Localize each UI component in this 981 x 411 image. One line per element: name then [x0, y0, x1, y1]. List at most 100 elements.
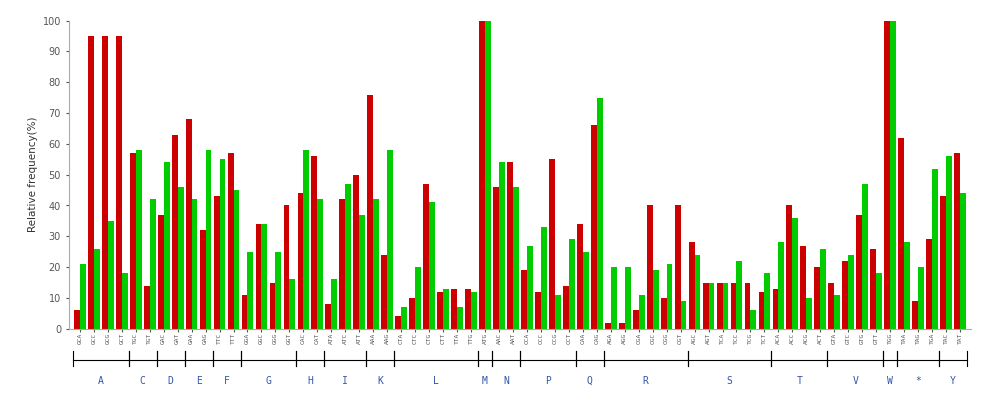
Bar — [555, 295, 561, 329]
Bar — [639, 295, 645, 329]
Bar — [521, 270, 527, 329]
Text: E: E — [195, 376, 201, 386]
Bar — [695, 255, 700, 329]
Text: R: R — [643, 376, 648, 386]
Text: C: C — [139, 376, 145, 386]
Bar — [214, 196, 220, 329]
Bar — [135, 150, 141, 329]
Bar — [619, 323, 625, 329]
Bar — [507, 162, 513, 329]
Bar — [918, 267, 924, 329]
Bar — [395, 316, 401, 329]
Bar — [806, 298, 812, 329]
Bar — [409, 298, 415, 329]
Bar — [778, 242, 784, 329]
Bar — [750, 310, 756, 329]
Bar — [646, 206, 652, 329]
Bar — [262, 224, 268, 329]
Bar — [912, 301, 918, 329]
Bar — [834, 295, 840, 329]
Bar — [708, 283, 714, 329]
Bar — [493, 187, 499, 329]
Bar — [297, 193, 303, 329]
Bar — [549, 159, 555, 329]
Bar — [926, 239, 932, 329]
Bar — [577, 224, 583, 329]
Bar — [681, 301, 687, 329]
Bar — [787, 206, 793, 329]
Bar — [88, 36, 94, 329]
Bar — [814, 267, 820, 329]
Bar — [862, 184, 868, 329]
Bar — [870, 249, 876, 329]
Bar — [116, 36, 122, 329]
Bar — [563, 286, 569, 329]
Text: Y: Y — [950, 376, 955, 386]
Bar — [513, 187, 519, 329]
Bar — [904, 242, 910, 329]
Bar — [605, 323, 611, 329]
Text: L: L — [434, 376, 439, 386]
Bar — [74, 310, 79, 329]
Bar — [451, 289, 457, 329]
Bar — [79, 264, 85, 329]
Text: A: A — [98, 376, 104, 386]
Bar — [382, 255, 387, 329]
Bar — [499, 162, 505, 329]
Bar — [345, 184, 351, 329]
Bar — [102, 36, 108, 329]
Text: G: G — [266, 376, 272, 386]
Text: H: H — [307, 376, 313, 386]
Bar — [625, 267, 631, 329]
Bar — [702, 283, 708, 329]
Bar — [200, 230, 206, 329]
Bar — [485, 21, 490, 329]
Bar — [723, 283, 728, 329]
Bar — [185, 119, 191, 329]
Bar — [764, 273, 770, 329]
Bar — [465, 289, 471, 329]
Bar — [652, 270, 658, 329]
Text: M: M — [482, 376, 488, 386]
Bar — [940, 196, 946, 329]
Bar — [737, 261, 743, 329]
Bar — [191, 199, 197, 329]
Bar — [876, 273, 882, 329]
Bar — [793, 218, 799, 329]
Bar — [359, 215, 365, 329]
Bar — [890, 21, 896, 329]
Bar — [129, 153, 135, 329]
Bar — [856, 215, 862, 329]
Bar — [843, 261, 849, 329]
Bar — [849, 255, 854, 329]
Bar — [541, 227, 546, 329]
Bar — [284, 206, 289, 329]
Bar — [339, 199, 345, 329]
Bar — [241, 295, 247, 329]
Bar — [158, 215, 164, 329]
Bar — [596, 98, 602, 329]
Bar — [326, 304, 332, 329]
Bar — [661, 298, 667, 329]
Text: D: D — [168, 376, 174, 386]
Text: N: N — [503, 376, 509, 386]
Bar — [932, 169, 938, 329]
Bar — [438, 292, 443, 329]
Bar — [583, 252, 589, 329]
Text: Q: Q — [587, 376, 593, 386]
Bar — [772, 289, 778, 329]
Bar — [899, 138, 904, 329]
Bar — [256, 224, 262, 329]
Bar — [745, 283, 750, 329]
Bar — [228, 153, 233, 329]
Bar — [429, 202, 435, 329]
Text: K: K — [378, 376, 384, 386]
Bar — [820, 249, 826, 329]
Bar — [367, 95, 373, 329]
Bar — [332, 279, 337, 329]
Bar — [479, 21, 485, 329]
Bar — [675, 206, 681, 329]
Bar — [423, 184, 429, 329]
Bar — [289, 279, 295, 329]
Bar — [884, 21, 890, 329]
